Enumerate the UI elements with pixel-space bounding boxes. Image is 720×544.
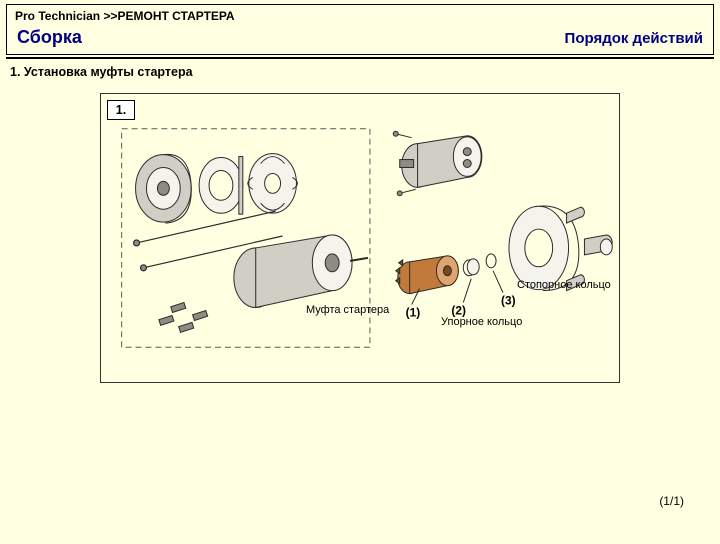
- solenoid: [400, 136, 482, 188]
- drive-housing: [509, 206, 612, 291]
- pager: (1/1): [659, 494, 684, 508]
- page-title: Сборка: [17, 27, 82, 48]
- starter-clutch: [396, 256, 459, 294]
- label-snap-ring: Стопорное кольцо: [517, 280, 611, 292]
- step-heading: 1. Установка муфты стартера: [0, 59, 720, 85]
- armature: [234, 235, 368, 307]
- rear-cover: [136, 154, 192, 223]
- marker-3: (3): [501, 294, 516, 308]
- page-subtitle: Порядок действий: [565, 30, 703, 47]
- title-row: Сборка Порядок действий: [7, 25, 713, 54]
- header-box: Pro Technician >>РЕМОНТ СТАРТЕРА Сборка …: [6, 4, 714, 55]
- label-thrust-ring: Упорное кольцо: [441, 316, 522, 328]
- brush-plate: [248, 154, 298, 214]
- small-hardware: [159, 303, 208, 333]
- exploded-diagram: (1) (2) (3): [101, 94, 619, 382]
- thrust-ring: [463, 259, 479, 276]
- plate-washer: [199, 157, 243, 215]
- exploded-view-figure: 1.: [100, 93, 620, 383]
- marker-1: (1): [406, 305, 421, 319]
- snap-ring: [486, 254, 496, 268]
- label-clutch: Муфта стартера: [306, 304, 389, 316]
- figure-number: 1.: [107, 100, 135, 120]
- breadcrumb: Pro Technician >>РЕМОНТ СТАРТЕРА: [7, 5, 713, 25]
